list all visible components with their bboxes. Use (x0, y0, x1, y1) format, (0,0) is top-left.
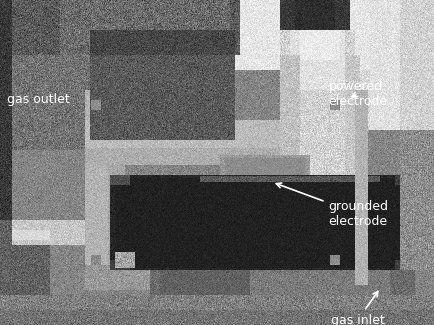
Text: powered
electrode: powered electrode (328, 80, 387, 108)
Text: gas outlet: gas outlet (7, 93, 69, 106)
Text: gas inlet: gas inlet (330, 292, 384, 325)
Text: grounded
electrode: grounded electrode (276, 183, 388, 228)
